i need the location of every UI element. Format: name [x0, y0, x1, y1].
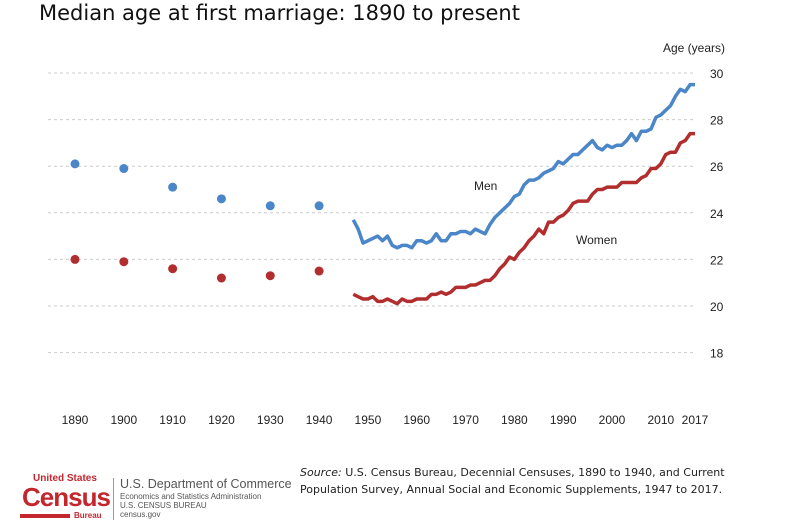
logo-census: Census: [22, 482, 111, 512]
y-tick-label: 20: [710, 300, 724, 314]
department-block: U.S. Department of Commerce Economics an…: [120, 477, 292, 519]
x-tick-label: 1900: [110, 413, 137, 427]
y-tick-label: 22: [710, 253, 724, 267]
x-tick-label: 2017: [682, 413, 709, 427]
y-tick-label: 28: [710, 114, 724, 128]
men-decennial-point: [70, 159, 80, 169]
women-decennial-point: [168, 264, 178, 274]
x-tick-label: 1960: [403, 413, 430, 427]
y-tick-label: 30: [710, 67, 724, 81]
men-series-label: Men: [474, 179, 497, 193]
footer-divider: [113, 478, 114, 520]
x-tick-label: 1990: [550, 413, 577, 427]
men-decennial-point: [314, 201, 324, 211]
x-tick-label: 1970: [452, 413, 479, 427]
women-decennial-point: [314, 266, 324, 276]
dept-line-3: U.S. CENSUS BUREAU: [120, 501, 207, 510]
men-decennial-point: [265, 201, 275, 211]
chart-title: Median age at first marriage: 1890 to pr…: [39, 1, 520, 25]
source-note: Source: U.S. Census Bureau, Decennial Ce…: [300, 464, 770, 498]
women-series-label: Women: [576, 233, 617, 247]
source-text: U.S. Census Bureau, Decennial Censuses, …: [300, 466, 725, 496]
logo-bureau: Bureau: [74, 511, 102, 520]
x-tick-label: 1940: [306, 413, 333, 427]
women-annual-line: [352, 131, 695, 306]
women-decennial-point: [70, 254, 80, 264]
x-tick-label: 1910: [159, 413, 186, 427]
x-tick-label: 1930: [257, 413, 284, 427]
x-tick-label: 2010: [647, 413, 674, 427]
census-logo: United States Census Bureau: [20, 473, 111, 521]
x-tick-label: 1920: [208, 413, 235, 427]
x-tick-label: 1890: [62, 413, 89, 427]
y-axis-label: Age (years): [663, 41, 725, 55]
women-decennial-point: [216, 273, 226, 283]
source-label: Source:: [300, 466, 342, 479]
dept-name: U.S. Department of Commerce: [120, 477, 292, 491]
y-tick-label: 24: [710, 207, 724, 221]
men-decennial-point: [168, 182, 178, 192]
x-tick-label: 1950: [355, 413, 382, 427]
men-decennial-point: [216, 194, 226, 204]
y-tick-label: 26: [710, 160, 724, 174]
men-annual-line: [351, 82, 695, 250]
men-decennial-point: [119, 164, 129, 174]
dept-line-2: Economics and Statistics Administration: [120, 492, 262, 501]
dept-line-4: census.gov: [120, 510, 161, 519]
x-tick-label: 2000: [599, 413, 626, 427]
y-tick-label: 18: [710, 347, 724, 361]
logo-united-states: United States: [33, 473, 97, 484]
women-decennial-point: [119, 257, 129, 267]
x-tick-label: 1980: [501, 413, 528, 427]
logo-bar: [20, 514, 70, 518]
women-decennial-point: [265, 271, 275, 281]
